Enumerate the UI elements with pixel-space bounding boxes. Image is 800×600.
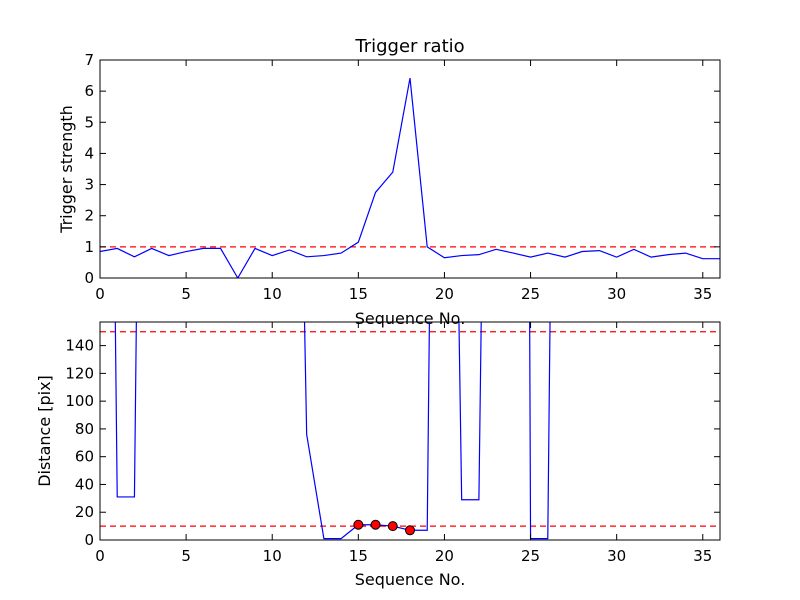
data-point-marker bbox=[353, 519, 364, 530]
x-axis-label: Sequence No. bbox=[355, 570, 466, 589]
y-tick-label: 100 bbox=[65, 392, 94, 410]
x-tick-label: 10 bbox=[263, 285, 282, 303]
plot-area: 0 5 10 15 20 25 30 35 0 20 40 60 80 100 120 140 bbox=[65, 321, 721, 565]
x-tick-label: 35 bbox=[693, 547, 712, 565]
x-tick-label: 25 bbox=[521, 285, 540, 303]
x-tick-label: 35 bbox=[693, 285, 712, 303]
x-tick-label: 10 bbox=[263, 547, 282, 565]
plot-clip-region bbox=[100, 322, 720, 540]
chart-distance: Sequence No. Distance [pix] 0 5 10 15 20 25 30… bbox=[35, 321, 721, 589]
y-tick-label: 60 bbox=[75, 448, 94, 466]
x-tick-label: 30 bbox=[607, 285, 626, 303]
y-tick-label: 3 bbox=[84, 176, 94, 194]
y-tick-label: 0 bbox=[84, 269, 94, 287]
chart-title: Trigger ratio bbox=[354, 36, 464, 57]
y-tick-label: 2 bbox=[84, 207, 94, 225]
data-point-marker bbox=[370, 519, 381, 530]
x-tick-label: 20 bbox=[435, 285, 454, 303]
x-tick-label: 0 bbox=[95, 285, 105, 303]
x-axis-label: Sequence No. bbox=[355, 309, 466, 328]
y-tick-label: 140 bbox=[65, 337, 94, 355]
y-tick-label: 7 bbox=[84, 51, 94, 69]
plot-clip-region bbox=[100, 77, 720, 278]
plot-frame bbox=[99, 321, 721, 541]
x-tick-label: 30 bbox=[607, 547, 626, 565]
y-tick-label: 80 bbox=[75, 420, 94, 438]
y-tick-label: 1 bbox=[84, 238, 94, 256]
x-tick-label: 15 bbox=[349, 547, 368, 565]
y-axis-label: Trigger strength bbox=[57, 105, 76, 234]
series-line bbox=[100, 77, 720, 278]
y-tick-label: 40 bbox=[75, 475, 94, 493]
plot-area: 0 5 10 15 20 25 30 35 0 1 2 3 4 5 6 7 bbox=[84, 51, 721, 303]
plot-frame bbox=[99, 59, 721, 279]
y-tick-label: 5 bbox=[84, 113, 94, 131]
y-axis-label: Distance [pix] bbox=[35, 375, 54, 487]
y-tick-label: 6 bbox=[84, 82, 94, 100]
x-tick-label: 0 bbox=[95, 547, 105, 565]
chart-trigger-ratio: Trigger ratio Sequence No. Trigger stren… bbox=[57, 36, 721, 328]
y-tick-label: 20 bbox=[75, 503, 94, 521]
x-tick-label: 25 bbox=[521, 547, 540, 565]
x-tick-label: 5 bbox=[181, 547, 191, 565]
x-tick-label: 20 bbox=[435, 547, 454, 565]
y-tick-label: 4 bbox=[84, 144, 94, 162]
data-point-marker bbox=[405, 525, 415, 536]
x-tick-label: 5 bbox=[181, 285, 191, 303]
data-point-marker bbox=[387, 521, 398, 532]
series-line bbox=[114, 322, 551, 540]
y-tick-label: 0 bbox=[84, 531, 94, 549]
y-tick-label: 120 bbox=[65, 364, 94, 382]
x-tick-label: 15 bbox=[349, 285, 368, 303]
